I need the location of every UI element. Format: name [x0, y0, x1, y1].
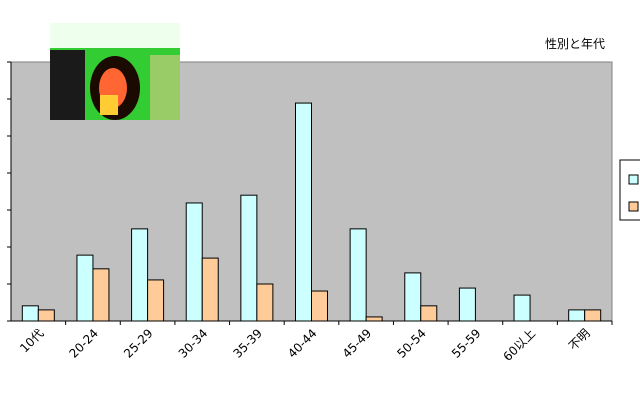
x-tick-label: 30-34	[176, 326, 211, 361]
bar	[240, 194, 258, 322]
legend-swatch	[628, 174, 639, 185]
x-tick-label: 60以上	[500, 326, 538, 364]
bar	[584, 309, 602, 322]
bar	[201, 257, 219, 322]
x-tick-label: 50-54	[394, 326, 429, 361]
chart-title: 性別と年代	[545, 37, 605, 51]
bar	[185, 202, 203, 322]
x-tick-label: 35-39	[230, 326, 265, 361]
x-tick-label: 10代	[17, 326, 46, 355]
bar	[311, 290, 328, 322]
bar	[349, 228, 367, 322]
photo-hand	[100, 95, 118, 115]
x-tick-label: 45-49	[340, 326, 375, 361]
x-tick-label: 55-59	[449, 326, 484, 361]
x-tick-label: 40-44	[285, 326, 320, 361]
x-tick-label: 25-29	[121, 326, 156, 361]
bar	[420, 305, 438, 322]
bar	[256, 283, 274, 322]
photo-right	[150, 55, 180, 120]
bar	[21, 305, 39, 322]
bar	[404, 272, 422, 322]
bar	[37, 309, 55, 322]
legend-swatch	[628, 201, 639, 212]
bar	[76, 254, 94, 322]
bar	[513, 294, 531, 322]
bar	[458, 287, 476, 322]
legend-box	[619, 159, 640, 221]
photo-sky	[50, 23, 180, 48]
x-tick-label: 20-24	[67, 326, 102, 361]
bar	[147, 279, 165, 322]
x-tick-label: 不明	[566, 326, 593, 353]
bar	[295, 102, 312, 322]
bar	[92, 268, 110, 322]
bar	[131, 228, 149, 322]
photo-left	[50, 50, 85, 120]
bar	[365, 316, 383, 322]
photo	[50, 23, 180, 120]
bar	[568, 309, 586, 322]
